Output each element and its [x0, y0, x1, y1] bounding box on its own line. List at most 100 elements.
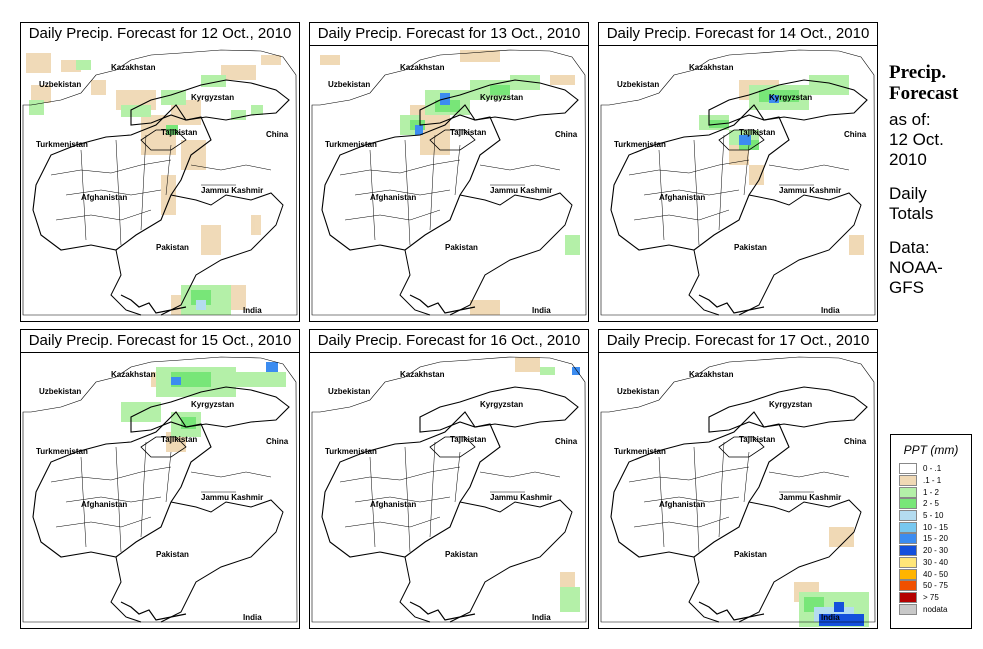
precip-map: Kazakhstan Uzbekistan Kyrgyzstan Tajikis…	[21, 45, 299, 321]
label-tajikistan: Tajikistan	[161, 435, 197, 444]
label-india: India	[821, 613, 840, 622]
legend-swatch	[899, 556, 917, 568]
label-turkmenistan: Turkmenistan	[325, 140, 377, 149]
label-india: India	[243, 306, 262, 315]
panel-title: Daily Precip. Forecast for 14 Oct., 2010	[599, 23, 877, 46]
label-tajikistan: Tajikistan	[739, 435, 775, 444]
label-pakistan: Pakistan	[156, 550, 189, 559]
label-india: India	[821, 306, 840, 315]
label-jammu-kashmir: Jammu Kashmir	[779, 493, 841, 502]
label-uzbekistan: Uzbekistan	[328, 80, 370, 89]
label-turkmenistan: Turkmenistan	[614, 447, 666, 456]
label-kazakhstan: Kazakhstan	[111, 370, 156, 379]
label-kazakhstan: Kazakhstan	[400, 370, 445, 379]
label-china: China	[844, 437, 867, 446]
label-pakistan: Pakistan	[445, 243, 478, 252]
label-uzbekistan: Uzbekistan	[617, 80, 659, 89]
legend-swatch	[899, 545, 917, 557]
label-jammu-kashmir: Jammu Kashmir	[490, 493, 552, 502]
label-india: India	[532, 613, 551, 622]
label-turkmenistan: Turkmenistan	[36, 140, 88, 149]
legend-item: 50 - 75	[891, 580, 971, 592]
label-kyrgyzstan: Kyrgyzstan	[769, 93, 812, 102]
label-pakistan: Pakistan	[156, 243, 189, 252]
data-block: Data: NOAA- GFS	[889, 238, 981, 298]
asof-line1: as of:	[889, 110, 931, 129]
legend-swatch	[899, 463, 917, 475]
label-kazakhstan: Kazakhstan	[400, 63, 445, 72]
precip-map: Kazakhstan Uzbekistan Kyrgyzstan Tajikis…	[600, 356, 876, 627]
legend-swatch	[899, 498, 917, 510]
label-turkmenistan: Turkmenistan	[325, 447, 377, 456]
label-uzbekistan: Uzbekistan	[39, 80, 81, 89]
label-kazakhstan: Kazakhstan	[689, 370, 734, 379]
label-jammu-kashmir: Jammu Kashmir	[201, 493, 263, 502]
panel-title: Daily Precip. Forecast for 17 Oct., 2010	[599, 330, 877, 353]
label-china: China	[555, 437, 578, 446]
label-kyrgyzstan: Kyrgyzstan	[191, 400, 234, 409]
heading-line2: Forecast	[889, 83, 959, 104]
daily-line1: Daily	[889, 184, 927, 203]
side-heading: Precip. Forecast	[889, 62, 981, 104]
legend-swatch	[899, 603, 917, 615]
panel-title: Daily Precip. Forecast for 12 Oct., 2010	[21, 23, 299, 46]
label-jammu-kashmir: Jammu Kashmir	[779, 186, 841, 195]
panel-title: Daily Precip. Forecast for 15 Oct., 2010	[21, 330, 299, 353]
legend-item: > 75	[891, 591, 971, 604]
label-pakistan: Pakistan	[734, 550, 767, 559]
legend-swatch	[899, 510, 917, 522]
legend-label: 30 - 40	[923, 557, 948, 567]
label-pakistan: Pakistan	[445, 550, 478, 559]
label-tajikistan: Tajikistan	[450, 128, 486, 137]
data-line2: NOAA-	[889, 258, 943, 277]
daily-block: Daily Totals	[889, 184, 981, 224]
label-afghanistan: Afghanistan	[81, 500, 127, 509]
label-tajikistan: Tajikistan	[739, 128, 775, 137]
legend-swatch	[899, 591, 917, 603]
label-jammu-kashmir: Jammu Kashmir	[201, 186, 263, 195]
label-jammu-kashmir: Jammu Kashmir	[490, 186, 552, 195]
data-line1: Data:	[889, 238, 930, 257]
legend-item: 1 - 2	[891, 486, 971, 498]
daily-line2: Totals	[889, 204, 934, 223]
legend-label: 10 - 15	[923, 522, 948, 532]
legend-item: 15 - 20	[891, 533, 971, 545]
label-china: China	[555, 130, 578, 139]
legend-swatch	[899, 533, 917, 545]
precip-map: Kazakhstan Uzbekistan Kyrgyzstan Tajikis…	[311, 49, 587, 316]
legend-label: .1 - 1	[923, 476, 942, 486]
legend-label: 40 - 50	[923, 569, 948, 579]
heading-line1: Precip.	[889, 62, 947, 83]
side-info: Precip. Forecast as of: 12 Oct. 2010 Dai…	[889, 62, 981, 312]
legend-label: 50 - 75	[923, 581, 948, 591]
legend-swatch	[899, 580, 917, 592]
legend-label: 5 - 10	[923, 511, 944, 521]
label-kyrgyzstan: Kyrgyzstan	[191, 93, 234, 102]
panel-title: Daily Precip. Forecast for 13 Oct., 2010	[310, 23, 588, 46]
legend-item: 2 - 5	[891, 498, 971, 510]
label-kyrgyzstan: Kyrgyzstan	[769, 400, 812, 409]
panel-title: Daily Precip. Forecast for 16 Oct., 2010	[310, 330, 588, 353]
label-afghanistan: Afghanistan	[370, 193, 416, 202]
asof-line3: 2010	[889, 150, 927, 169]
legend-label: 0 - .1	[923, 464, 942, 474]
label-uzbekistan: Uzbekistan	[328, 387, 370, 396]
label-afghanistan: Afghanistan	[659, 193, 705, 202]
label-kazakhstan: Kazakhstan	[111, 63, 156, 72]
map-panel-12-oct: Daily Precip. Forecast for 12 Oct., 2010…	[20, 22, 300, 322]
legend-label: nodata	[923, 604, 948, 614]
map-panel-16-oct: Daily Precip. Forecast for 16 Oct., 2010…	[309, 329, 589, 629]
map-panel-14-oct: Daily Precip. Forecast for 14 Oct., 2010…	[598, 22, 878, 322]
label-china: China	[266, 130, 289, 139]
label-tajikistan: Tajikistan	[161, 128, 197, 137]
legend-item: 20 - 30	[891, 545, 971, 557]
asof-line2: 12 Oct.	[889, 130, 944, 149]
legend-item: 10 - 15	[891, 521, 971, 533]
map-panel-13-oct: Daily Precip. Forecast for 13 Oct., 2010…	[309, 22, 589, 322]
label-turkmenistan: Turkmenistan	[36, 447, 88, 456]
legend-label: 20 - 30	[923, 546, 948, 556]
label-pakistan: Pakistan	[734, 243, 767, 252]
label-tajikistan: Tajikistan	[450, 435, 486, 444]
